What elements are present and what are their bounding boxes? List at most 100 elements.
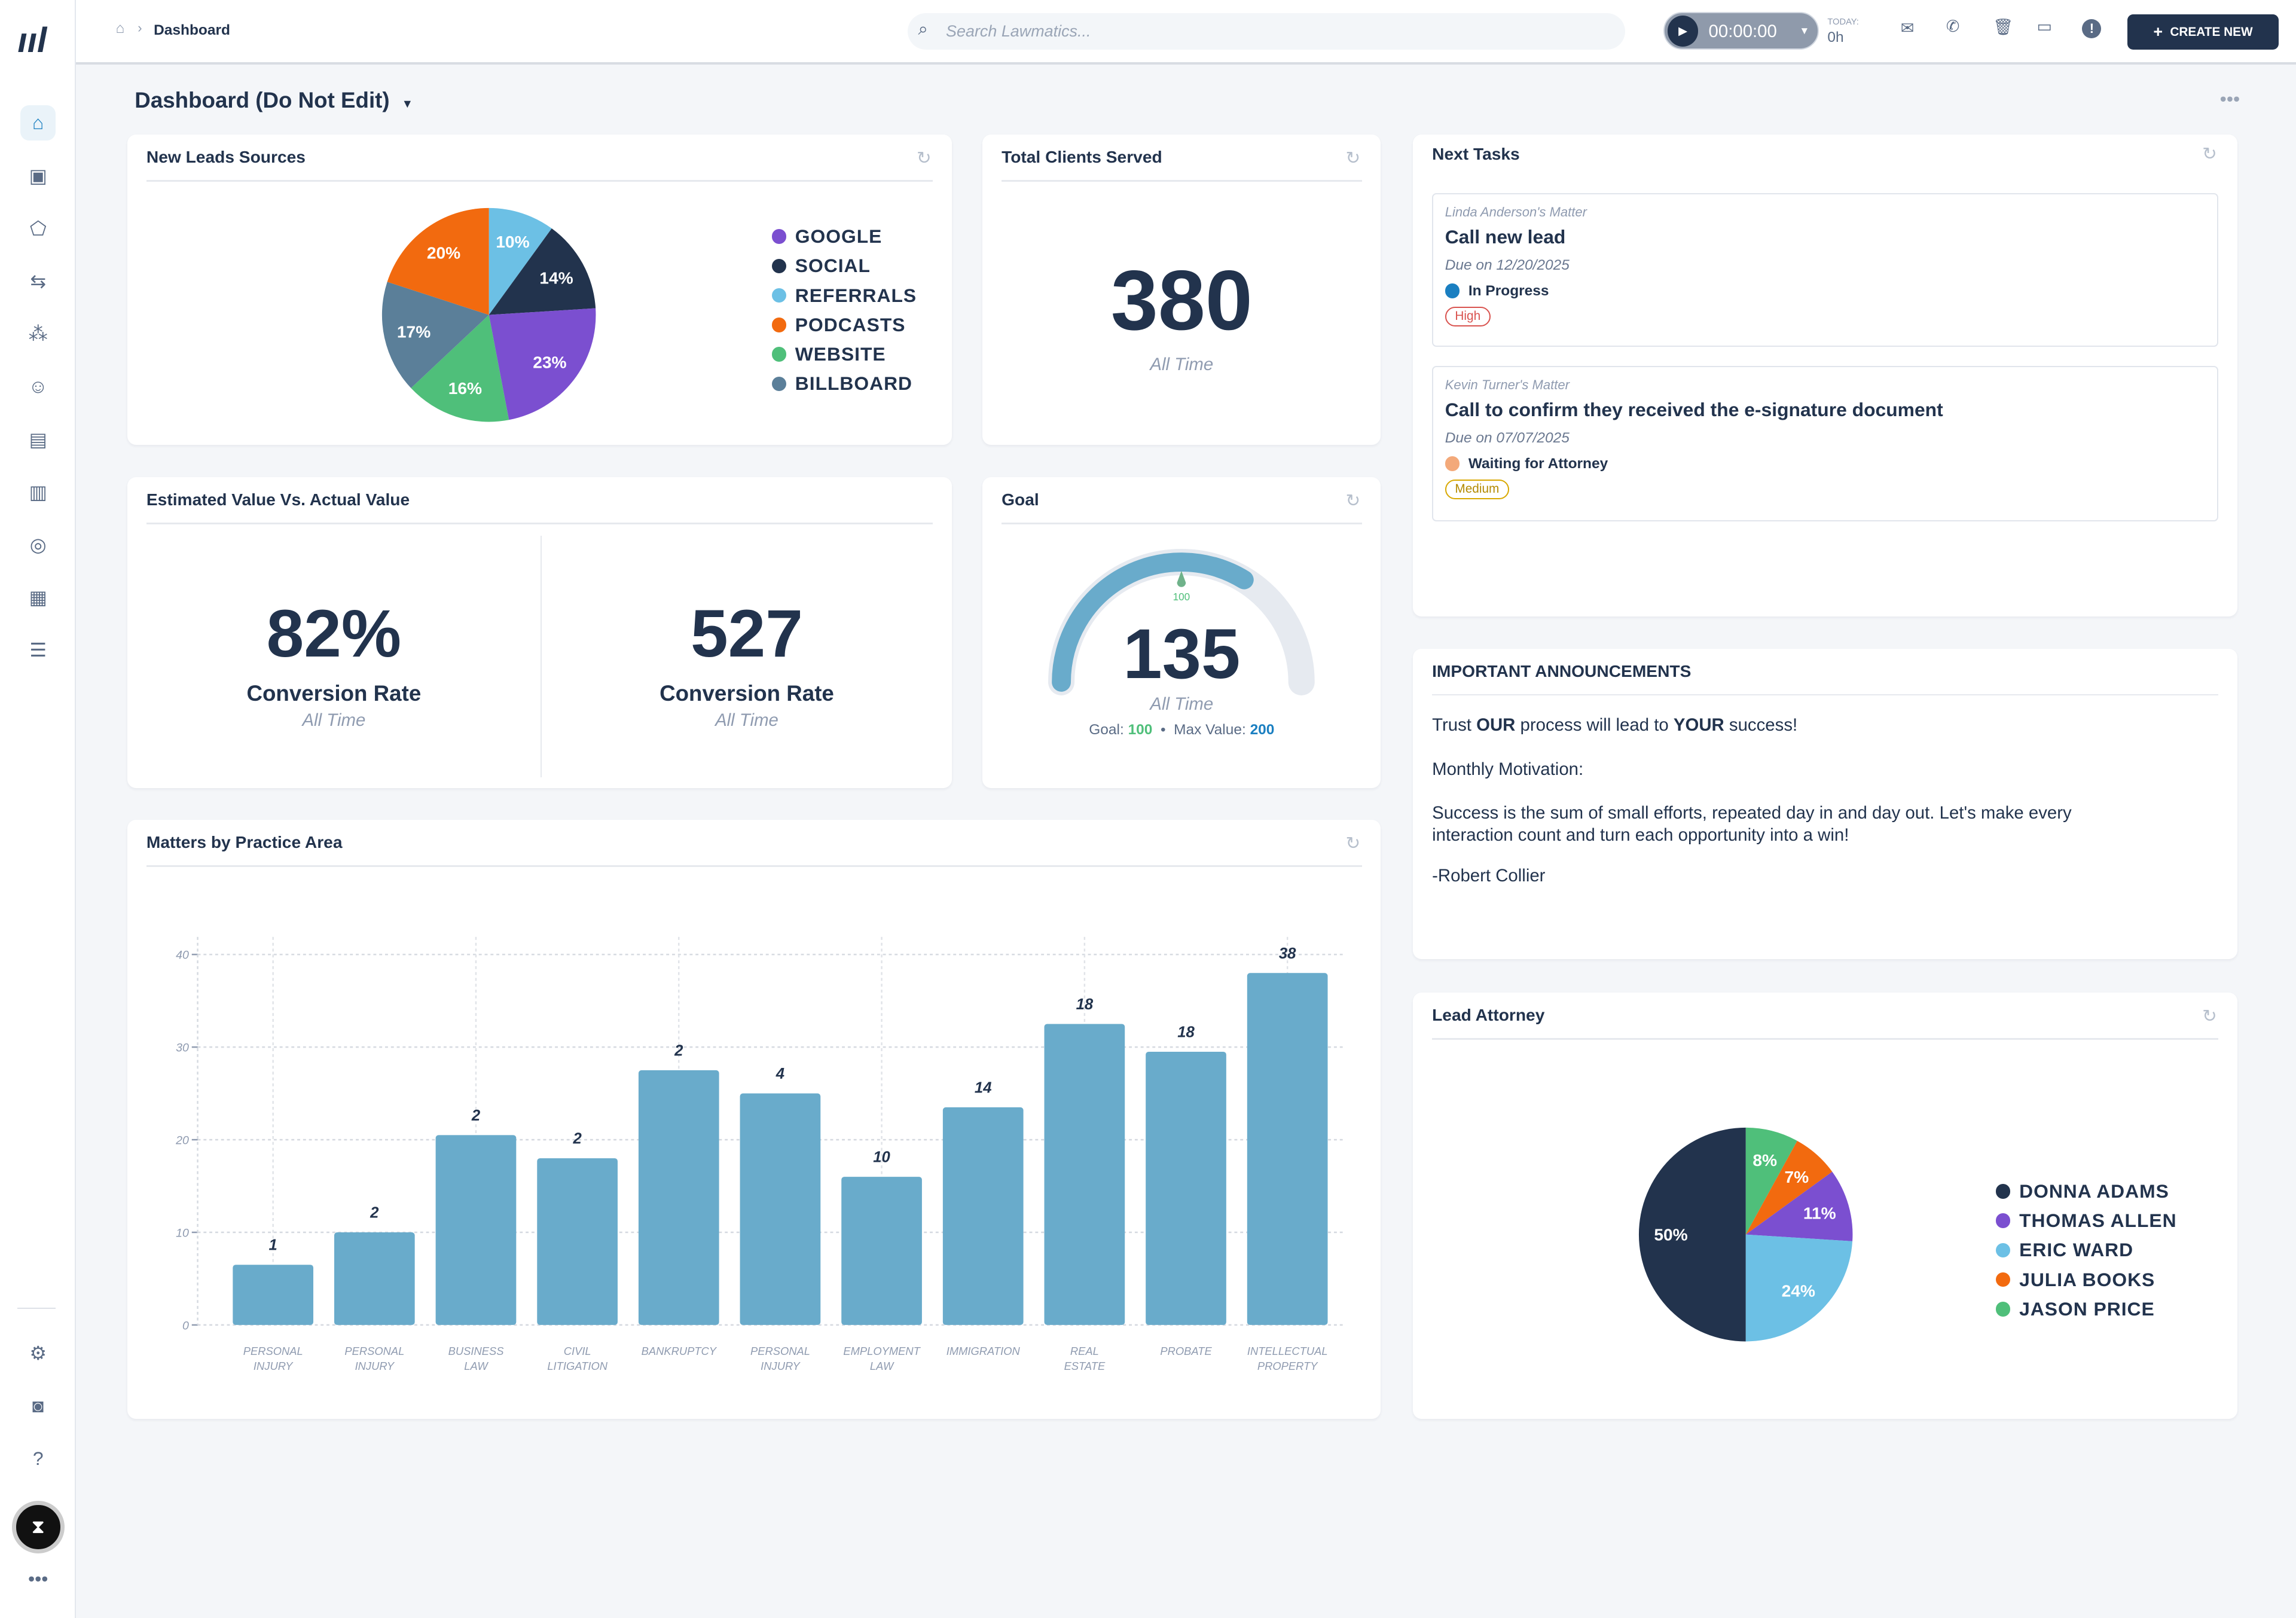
pie-slice[interactable] bbox=[382, 282, 489, 388]
divider bbox=[146, 180, 933, 182]
help-icon[interactable]: ? bbox=[32, 1447, 44, 1469]
pie-slice[interactable] bbox=[387, 207, 489, 315]
bar[interactable] bbox=[334, 1232, 415, 1326]
trash-icon[interactable]: 🗑 bbox=[1993, 18, 2014, 36]
legend-item[interactable]: WEBSITE bbox=[771, 343, 917, 365]
legend-item[interactable]: PODCASTS bbox=[771, 314, 917, 336]
task-title[interactable]: Call to confirm they received the e-sign… bbox=[1445, 399, 1943, 421]
refresh-icon[interactable]: ↻ bbox=[1345, 148, 1361, 169]
chevron-down-icon[interactable]: ▼ bbox=[1799, 25, 1810, 37]
legend-label: GOOGLE bbox=[795, 225, 883, 248]
task-matter[interactable]: Kevin Turner's Matter bbox=[1445, 377, 1570, 393]
legend-item[interactable]: SOCIAL bbox=[771, 255, 917, 277]
pie-slice[interactable] bbox=[1638, 1127, 1746, 1342]
pie-slice[interactable] bbox=[488, 207, 552, 315]
bar[interactable] bbox=[233, 1265, 314, 1326]
more-options-icon[interactable]: ••• bbox=[2219, 87, 2240, 109]
legend-item[interactable]: JASON PRICE bbox=[1995, 1298, 2177, 1320]
legend-label: JULIA BOOKS bbox=[2019, 1268, 2155, 1290]
refresh-icon[interactable]: ↻ bbox=[1345, 491, 1361, 511]
network-icon[interactable]: ⁂ bbox=[28, 323, 48, 345]
bar[interactable] bbox=[435, 1135, 517, 1326]
bar[interactable] bbox=[638, 1070, 719, 1326]
refresh-icon[interactable]: ↻ bbox=[916, 148, 932, 169]
user-icon[interactable]: ◙ bbox=[32, 1394, 44, 1416]
tasks-icon[interactable]: ☰ bbox=[29, 639, 47, 661]
pie-label: 8% bbox=[1752, 1151, 1777, 1170]
pie-slice[interactable] bbox=[488, 308, 596, 420]
page-title-text: Dashboard (Do Not Edit) bbox=[135, 87, 390, 112]
more-icon[interactable]: ••• bbox=[28, 1567, 48, 1589]
play-icon[interactable]: ▶ bbox=[1667, 16, 1699, 47]
document-icon[interactable]: ▤ bbox=[29, 428, 47, 450]
bar[interactable] bbox=[740, 1094, 821, 1326]
pie-slice[interactable] bbox=[1745, 1171, 1852, 1241]
legend-swatch bbox=[1995, 1242, 2011, 1258]
goal-gauge: 100 bbox=[1048, 549, 1315, 696]
bar[interactable] bbox=[1044, 1024, 1125, 1326]
search-placeholder: Search Lawmatics... bbox=[946, 22, 1091, 40]
pie-slice[interactable] bbox=[1745, 1127, 1797, 1235]
refresh-icon[interactable]: ↻ bbox=[1345, 834, 1361, 854]
timer-value: 00:00:00 bbox=[1708, 22, 1777, 42]
home-icon[interactable]: ⌂ bbox=[20, 105, 56, 141]
contacts-icon[interactable]: ☺ bbox=[28, 376, 48, 398]
legend-item[interactable]: GOOGLE bbox=[771, 225, 917, 248]
legend-item[interactable]: REFERRALS bbox=[771, 285, 917, 307]
bar[interactable] bbox=[942, 1107, 1024, 1326]
billing-icon[interactable]: ◎ bbox=[29, 534, 47, 555]
timer-control[interactable]: ▶ 00:00:00 ▼ bbox=[1663, 11, 1819, 50]
lawmatics-logo[interactable]: ııl bbox=[17, 21, 47, 60]
pie-slice[interactable] bbox=[488, 228, 596, 315]
tag-icon[interactable]: ⬠ bbox=[29, 218, 47, 240]
legend-item[interactable]: DONNA ADAMS bbox=[1995, 1180, 2177, 1202]
conversion-right: 527 Conversion Rate All Time bbox=[541, 594, 954, 731]
search-input[interactable]: ⌕ Search Lawmatics... bbox=[908, 13, 1626, 50]
metric-sub: All Time bbox=[302, 710, 366, 731]
mail-icon[interactable]: ✉ bbox=[1900, 19, 1915, 37]
home-icon[interactable]: ⌂ bbox=[115, 20, 125, 37]
bar[interactable] bbox=[537, 1158, 618, 1326]
pipeline-icon[interactable]: ⇆ bbox=[30, 270, 46, 292]
calendar-icon[interactable]: ▦ bbox=[29, 587, 47, 609]
task-title[interactable]: Call new lead bbox=[1445, 226, 1566, 248]
pie-slice[interactable] bbox=[1745, 1140, 1832, 1235]
legend-item[interactable]: THOMAS ALLEN bbox=[1995, 1210, 2177, 1232]
text: YOUR bbox=[1673, 715, 1724, 735]
goal-summary: Goal: 100 • Max Value: 200 bbox=[1089, 722, 1275, 738]
max-number: 200 bbox=[1250, 722, 1275, 738]
message-icon[interactable]: ▭ bbox=[2037, 17, 2052, 36]
x-tick-label: BANKRUPTCY bbox=[641, 1345, 717, 1358]
alert-icon[interactable]: ! bbox=[2082, 19, 2102, 38]
pie-label: 7% bbox=[1784, 1168, 1809, 1186]
create-new-button[interactable]: + CREATE NEW bbox=[2127, 14, 2279, 50]
matters-bar-chart: 0 10 20 30 40 1 2 2 2 2 4 10 14 18 18 38 bbox=[175, 937, 1343, 1333]
timer-icon[interactable]: ⧗ bbox=[11, 1501, 65, 1554]
legend-label: WEBSITE bbox=[795, 343, 886, 365]
gauge-fill bbox=[1052, 552, 1254, 692]
task-matter[interactable]: Linda Anderson's Matter bbox=[1445, 204, 1587, 220]
legend-item[interactable]: BILLBOARD bbox=[771, 373, 917, 395]
pie-label: 23% bbox=[533, 353, 566, 371]
divider bbox=[1002, 180, 1362, 182]
pie-slice[interactable] bbox=[1745, 1234, 1852, 1342]
bar[interactable] bbox=[841, 1177, 922, 1326]
divider bbox=[146, 523, 933, 524]
legend-item[interactable]: JULIA BOOKS bbox=[1995, 1268, 2177, 1291]
refresh-icon[interactable]: ↻ bbox=[2202, 1006, 2217, 1027]
pie-slice[interactable] bbox=[411, 315, 509, 422]
bar[interactable] bbox=[1146, 1052, 1226, 1326]
breadcrumb-dashboard[interactable]: Dashboard bbox=[154, 22, 230, 38]
refresh-icon[interactable]: ↻ bbox=[2202, 144, 2217, 164]
reports-icon[interactable]: ▥ bbox=[29, 481, 47, 503]
inbox-icon[interactable]: ▣ bbox=[29, 164, 47, 187]
settings-icon[interactable]: ⚙ bbox=[29, 1342, 47, 1364]
task-item[interactable]: Kevin Turner's Matter Call to confirm th… bbox=[1432, 366, 2219, 521]
legend-item[interactable]: ERIC WARD bbox=[1995, 1239, 2177, 1261]
bar[interactable] bbox=[1247, 973, 1328, 1326]
phone-icon[interactable]: ✆ bbox=[1946, 17, 1960, 36]
legend-swatch bbox=[1995, 1302, 2011, 1317]
task-item[interactable]: Linda Anderson's Matter Call new lead Du… bbox=[1432, 193, 2219, 347]
page-title[interactable]: Dashboard (Do Not Edit) ▼ bbox=[135, 88, 413, 113]
card-title: Total Clients Served bbox=[1002, 148, 1162, 167]
